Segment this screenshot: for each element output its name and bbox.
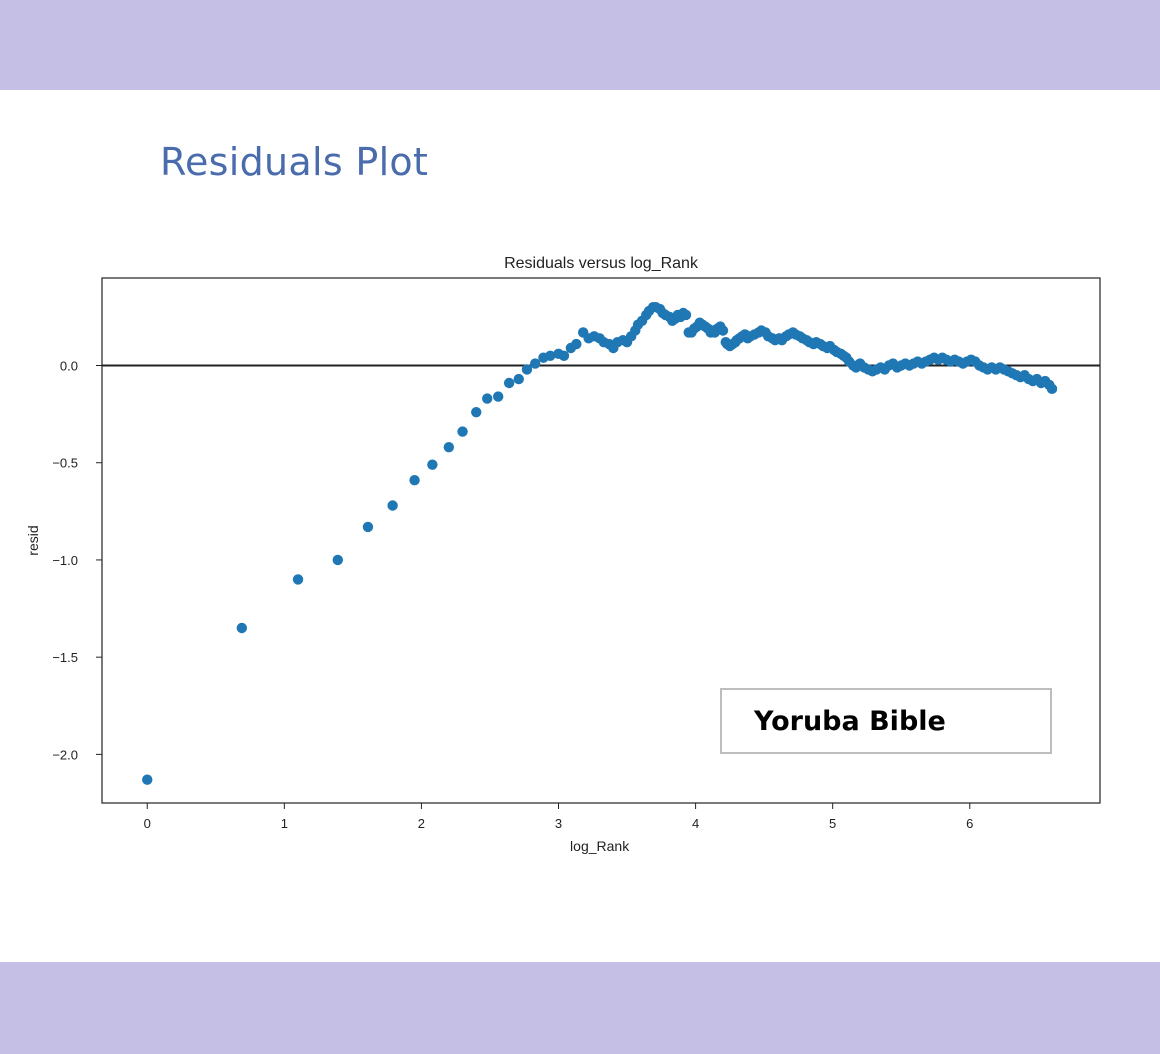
plot-frame	[101, 277, 1101, 804]
data-point	[292, 574, 304, 585]
data-point	[492, 391, 504, 402]
data-point	[503, 377, 515, 389]
data-point	[571, 338, 582, 350]
x-tick-label: 0	[144, 816, 151, 831]
data-point	[545, 350, 556, 361]
data-point	[471, 406, 482, 418]
y-tick-label: −0.5	[52, 456, 78, 471]
data-point	[457, 426, 468, 437]
data-point	[680, 309, 692, 321]
data-point	[443, 441, 455, 453]
y-tick-label: −1.0	[52, 553, 78, 568]
data-point	[427, 459, 438, 470]
x-tick-label: 5	[829, 816, 836, 831]
data-point	[529, 358, 541, 369]
data-point	[236, 622, 248, 634]
data-point	[521, 364, 533, 375]
x-tick-label: 2	[418, 816, 425, 831]
data-point	[387, 500, 398, 511]
x-axis-label: log_Rank	[570, 838, 630, 854]
data-point	[142, 774, 153, 785]
y-axis-label: resid	[25, 525, 41, 555]
data-point	[332, 554, 343, 566]
data-point	[409, 475, 420, 486]
x-tick-label: 3	[555, 816, 562, 831]
slide-title: Residuals Plot	[160, 140, 429, 184]
data-point	[482, 393, 493, 404]
dataset-label-box: Yoruba Bible	[720, 688, 1052, 754]
y-tick-label: 0.0	[60, 359, 78, 374]
data-points	[142, 301, 1058, 785]
y-tick-label: −2.0	[52, 747, 78, 762]
data-point	[362, 521, 374, 533]
x-tick-label: 6	[966, 816, 973, 831]
x-tick-label: 4	[692, 816, 699, 831]
data-point	[558, 350, 570, 361]
data-point	[513, 373, 524, 385]
data-point	[1046, 383, 1058, 395]
top-accent-band	[0, 0, 1160, 90]
dataset-label: Yoruba Bible	[754, 706, 946, 737]
x-tick-label: 1	[281, 816, 288, 831]
chart-title: Residuals versus log_Rank	[504, 255, 699, 272]
data-point	[717, 325, 729, 336]
y-tick-label: −1.5	[52, 650, 78, 665]
bottom-accent-band	[0, 962, 1160, 1054]
axis-ticks: 0 1 2 3 4 5 6 0.0 −0.5 −1.0 −1.5 −2.0	[52, 359, 973, 832]
